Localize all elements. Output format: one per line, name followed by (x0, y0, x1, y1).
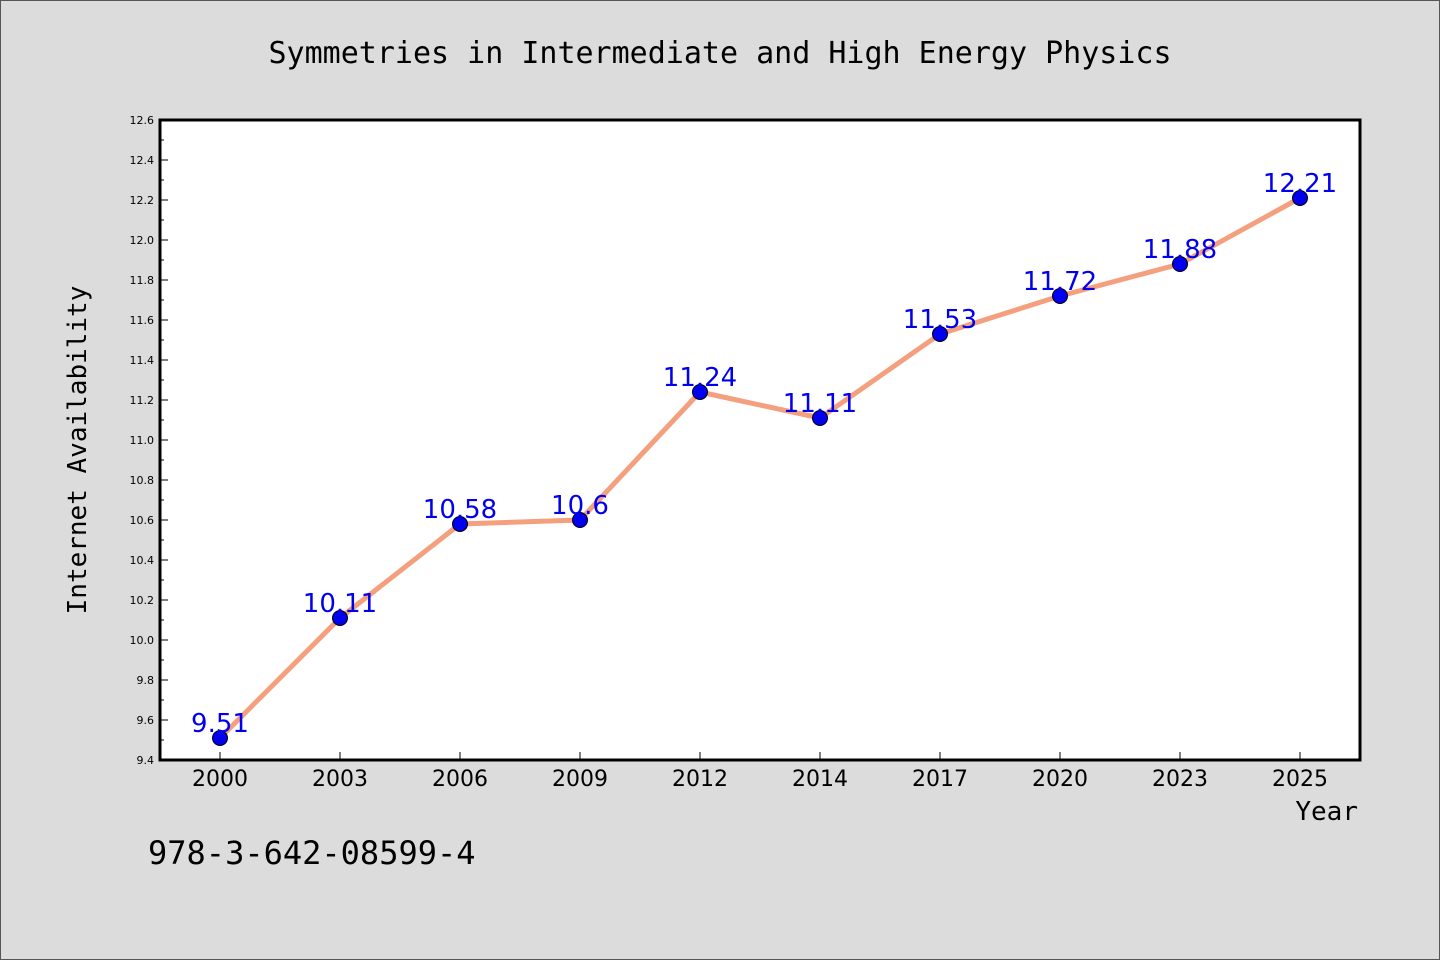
data-label: 11.72 (1023, 267, 1097, 297)
footer-id: 978-3-642-08599-4 (148, 834, 476, 872)
data-point (1292, 190, 1308, 206)
y-tick-label: 11.0 (130, 434, 155, 447)
y-tick-label: 11.6 (130, 314, 155, 327)
x-tick-label: 2000 (192, 767, 248, 792)
x-tick-label: 2006 (432, 767, 488, 792)
x-axis: 2000 2003 2006 2009 2012 2014 2017 2020 2023 2025 (192, 752, 1328, 792)
y-axis: 9.4 9.6 9.8 10.0 10.2 10.4 10.6 10.8 11.0 11.2 11.… (130, 114, 168, 767)
data-label: 12.21 (1263, 169, 1337, 199)
x-tick-label: 2012 (672, 767, 728, 792)
y-tick-label: 12.6 (130, 114, 155, 127)
x-tick-label: 2003 (312, 767, 368, 792)
series-line (218, 195, 1302, 740)
y-tick-label: 9.6 (137, 714, 155, 727)
x-tick-label: 2025 (1272, 767, 1328, 792)
data-label: 10.6 (551, 491, 609, 521)
chart-title: Symmetries in Intermediate and High Ener… (268, 36, 1171, 71)
x-tick-label: 2020 (1032, 767, 1088, 792)
x-tick-label: 2009 (552, 767, 608, 792)
x-tick-label: 2023 (1152, 767, 1208, 792)
data-point (1052, 288, 1068, 304)
y-tick-label: 10.8 (130, 474, 155, 487)
data-label: 10.58 (423, 495, 497, 525)
data-point (932, 326, 948, 342)
y-tick-label: 9.8 (137, 674, 155, 687)
y-tick-label: 10.0 (130, 634, 155, 647)
y-tick-label: 12.0 (130, 234, 155, 247)
x-axis-label: Year (1295, 797, 1358, 827)
data-point (1172, 256, 1188, 272)
data-label: 11.24 (663, 363, 737, 393)
data-point (452, 516, 468, 532)
data-label: 11.88 (1143, 235, 1217, 265)
data-label: 11.11 (783, 389, 857, 419)
data-label: 10.11 (303, 589, 377, 619)
x-tick-label: 2017 (912, 767, 968, 792)
x-tick-label: 2014 (792, 767, 848, 792)
data-point (572, 512, 588, 528)
data-label: 11.53 (903, 305, 977, 335)
y-tick-label: 11.8 (130, 274, 155, 287)
y-tick-label: 12.2 (130, 194, 155, 207)
y-tick-label: 9.4 (137, 754, 155, 767)
series: 9.51 10.11 10.58 10.6 11.24 11.11 11.53 11.72 11… (191, 169, 1337, 746)
y-tick-label: 10.6 (130, 514, 155, 527)
plot-area (158, 118, 1362, 762)
data-label: 9.51 (191, 709, 249, 739)
data-point (212, 730, 228, 746)
y-tick-label: 11.2 (130, 394, 155, 407)
y-tick-label: 10.2 (130, 594, 155, 607)
data-point (332, 610, 348, 626)
y-tick-label: 10.4 (130, 554, 155, 567)
data-point (692, 384, 708, 400)
y-tick-label: 12.4 (130, 154, 155, 167)
y-tick-label: 11.4 (130, 354, 155, 367)
data-point (812, 410, 828, 426)
y-axis-label: Internet Availability (63, 286, 93, 615)
